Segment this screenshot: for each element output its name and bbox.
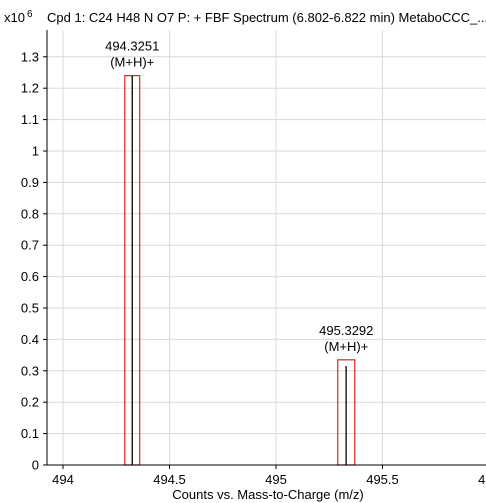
y-tick-label: 0.9 (21, 175, 39, 190)
y-tick-label: 1.3 (21, 49, 39, 64)
grid-lines (47, 30, 486, 465)
y-tick-label: 0 (32, 458, 39, 473)
y-tick-label: 0.8 (21, 206, 39, 221)
y-tick-label: 1.2 (21, 81, 39, 96)
y-tick-label: 0.3 (21, 363, 39, 378)
y-tick-label: 1 (32, 144, 39, 159)
x-tick-label: 494 (52, 472, 74, 487)
peak-annotations: 494.3251(M+H)+495.3292(M+H)+496.3312(M+H… (105, 39, 373, 354)
axes: 0 0.1 0.2 0.3 0.4 0.5 0.6 0.7 0.8 0.9 1 1.1 1.2 1.3 49… (21, 30, 486, 487)
y-tick-label: 0.7 (21, 238, 39, 253)
y-tick-label: 1.1 (21, 112, 39, 127)
peak-ion-label: (M+H)+ (324, 339, 368, 354)
x-tick-label: 496 (478, 472, 486, 487)
predicted-isotope-boxes (124, 75, 356, 466)
y-tick-label: 0.6 (21, 269, 39, 284)
y-tick-label: 0.2 (21, 395, 39, 410)
y-tick-label: 0.1 (21, 426, 39, 441)
x-axis-label: Counts vs. Mass-to-Charge (m/z) (172, 487, 363, 502)
y-tick-label: 0.5 (21, 301, 39, 316)
x-tick-label: 495 (265, 472, 287, 487)
chart-title: Cpd 1: C24 H48 N O7 P: + FBF Spectrum (6… (47, 10, 486, 25)
peak-mz-label: 495.3292 (319, 323, 373, 338)
y-tick-label: 0.4 (21, 332, 39, 347)
observed-peaks (131, 75, 347, 465)
peak-mz-label: 494.3251 (105, 39, 159, 54)
x-tick-label: 494.5 (153, 472, 186, 487)
scale-prefix: x10 6 (4, 9, 33, 25)
peak-ion-label: (M+H)+ (110, 55, 154, 70)
x-tick-label: 495.5 (366, 472, 399, 487)
